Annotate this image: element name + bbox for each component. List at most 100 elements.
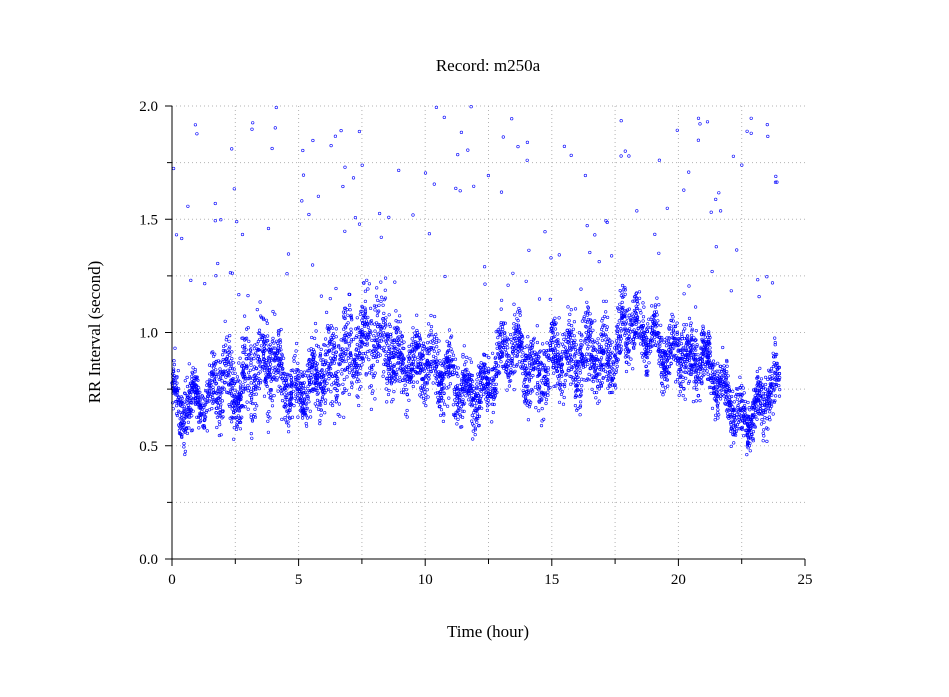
data-point [354,366,358,370]
data-point [268,343,272,347]
data-point [717,380,721,384]
data-point [276,368,281,372]
data-point [620,283,625,288]
data-point [692,358,697,362]
data-point [443,274,447,279]
data-point [675,378,680,382]
data-point [389,375,393,379]
data-point [457,392,461,396]
data-point [212,378,217,382]
data-point [447,371,452,375]
data-point [512,302,516,306]
data-point [705,120,710,124]
data-point [335,396,339,400]
data-point [516,331,521,335]
data-point [526,401,530,405]
data-point [714,398,718,402]
data-point [214,274,218,278]
data-point [691,400,696,404]
data-point [200,394,204,398]
data-point [526,357,530,361]
data-point [295,341,299,346]
data-point [456,395,460,399]
data-point [646,343,650,347]
data-point [217,433,221,438]
data-point [334,335,338,339]
data-point [479,361,483,365]
data-point [343,229,347,233]
data-point [285,272,289,276]
data-point [265,384,269,389]
data-point [716,361,720,365]
data-point [420,377,424,381]
data-point [570,338,574,343]
data-point [427,364,431,368]
data-point [465,386,469,390]
data-point [689,343,694,348]
data-point [386,343,390,347]
data-point [692,386,696,390]
data-point [573,307,578,311]
data-point [512,335,516,339]
data-point [220,399,224,403]
data-point [377,309,381,313]
data-point [705,377,710,381]
data-point [296,393,300,397]
data-point [355,355,360,359]
data-point [246,383,250,388]
data-point [368,349,372,353]
data-point [283,395,288,400]
data-point [199,405,203,410]
data-point [486,369,491,373]
data-point [182,417,186,421]
data-point [693,361,697,366]
data-point [587,372,591,377]
data-point [384,341,389,345]
data-point [213,374,217,378]
data-point [384,387,388,391]
data-point [653,335,657,340]
data-point [757,295,761,299]
data-point [723,402,728,406]
data-point [445,339,449,343]
data-point [446,344,451,348]
data-point [721,373,726,377]
data-point [729,423,733,427]
data-point [460,372,464,376]
data-point [264,376,268,381]
data-point [583,311,588,315]
data-point [399,390,404,394]
data-point [546,366,550,370]
data-point [634,318,638,323]
data-point [432,363,436,368]
data-point [313,388,318,392]
data-point [560,342,565,346]
data-point [696,116,701,120]
data-point [558,386,562,390]
data-point [540,419,544,423]
data-point [769,404,774,408]
data-point [599,362,603,366]
data-point [360,363,364,367]
data-point [271,309,275,314]
data-point [317,407,321,412]
data-point [440,363,444,367]
data-point [688,344,692,348]
data-point [547,358,551,362]
data-point [479,394,483,398]
data-point [775,367,780,372]
data-point [453,357,458,361]
data-point [218,394,222,399]
data-point [672,346,676,350]
data-point [657,251,661,255]
data-point [303,387,307,391]
data-point [261,365,265,369]
data-point [696,138,701,142]
data-point [685,349,689,353]
data-point [551,351,556,355]
data-point [319,385,323,389]
data-point [506,283,510,287]
data-point [215,406,219,410]
data-point [490,420,494,424]
